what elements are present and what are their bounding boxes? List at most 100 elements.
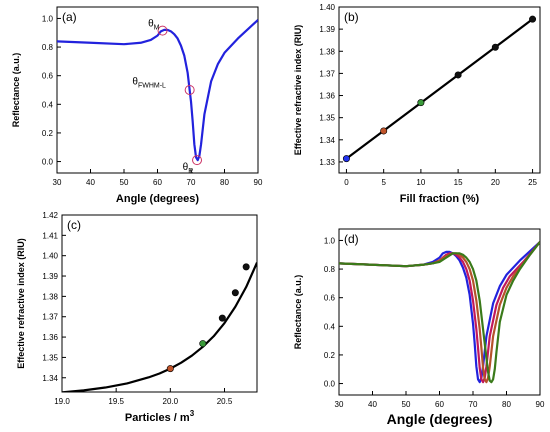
y-tick-label: 0.4 bbox=[42, 100, 54, 109]
data-point bbox=[199, 340, 207, 348]
data-point bbox=[417, 99, 425, 107]
annotation-label: θFWHM-L bbox=[132, 76, 166, 89]
annotation-symbol: θ bbox=[148, 18, 154, 29]
x-tick-label: 20.0 bbox=[163, 397, 179, 406]
x-tick-label: 70 bbox=[469, 400, 478, 409]
y-tick-label: 1.40 bbox=[319, 3, 335, 12]
plot-frame bbox=[338, 6, 541, 174]
y-tick-label: 1.35 bbox=[319, 114, 335, 123]
data-point bbox=[454, 71, 462, 79]
y-tick-label: 0.0 bbox=[324, 380, 336, 389]
x-tick-label: 80 bbox=[220, 178, 229, 187]
x-tick-label: 70 bbox=[187, 178, 196, 187]
y-tick-label: 1.36 bbox=[319, 92, 335, 101]
x-tick-label: 10 bbox=[416, 178, 425, 187]
x-tick-label: 80 bbox=[502, 400, 511, 409]
y-tick-label: 0.4 bbox=[324, 322, 336, 331]
data-point bbox=[218, 314, 226, 322]
y-axis-label: Effective refractive index (RIU) bbox=[293, 25, 303, 156]
marker-circle bbox=[184, 85, 195, 95]
x-axis-label: Particles / m3 bbox=[125, 409, 195, 424]
y-tick-label: 1.37 bbox=[42, 313, 58, 322]
annotation-subscript: M bbox=[154, 24, 160, 31]
x-axis-label-text: Fill fraction (%) bbox=[400, 193, 480, 205]
x-axis-label-text: Particles / m bbox=[125, 412, 190, 424]
x-axis-label-text: Angle (degrees) bbox=[387, 411, 493, 427]
y-tick-label: 1.39 bbox=[42, 272, 58, 281]
y-tick-label: 1.38 bbox=[42, 292, 58, 301]
x-tick-label: 20 bbox=[491, 178, 500, 187]
panel-a: 30 40 50 60 70 80 90 0.0 0.2 0.4 0.6 0.8 1.0 Angle (d… bbox=[11, 6, 263, 205]
y-tick-label: 1.41 bbox=[42, 231, 58, 240]
y-tick-label: 1.0 bbox=[324, 236, 336, 245]
y-tick-label: 0.2 bbox=[324, 351, 336, 360]
y-tick-label: 0.0 bbox=[42, 158, 54, 167]
x-axis-label: Angle (degrees) bbox=[116, 193, 199, 205]
marker-circle bbox=[157, 25, 168, 36]
annotation-label: θR bbox=[183, 162, 194, 175]
data-point bbox=[342, 155, 350, 163]
x-axis-label: Angle (degrees) bbox=[387, 411, 493, 427]
x-tick-label: 0 bbox=[344, 178, 349, 187]
y-tick-label: 1.39 bbox=[319, 25, 335, 34]
y-tick-label: 1.38 bbox=[319, 47, 335, 56]
x-axis-label-text: Angle (degrees) bbox=[116, 193, 199, 205]
y-tick-label: 1.40 bbox=[42, 252, 58, 261]
series-line-0 bbox=[57, 19, 258, 162]
annotation-symbol: θ bbox=[183, 162, 189, 173]
x-tick-label: 19.0 bbox=[54, 397, 70, 406]
x-axis-label-superscript: 3 bbox=[190, 409, 195, 418]
y-axis-label: Reflectance (a.u.) bbox=[293, 275, 303, 350]
data-point bbox=[491, 43, 499, 51]
y-tick-label: 1.36 bbox=[42, 333, 58, 342]
x-tick-label: 5 bbox=[381, 178, 386, 187]
y-axis-label: Reflectance (a.u.) bbox=[11, 53, 21, 128]
y-axis-label: Effective refractive index (RIU) bbox=[16, 238, 26, 369]
x-tick-label: 40 bbox=[86, 178, 95, 187]
annotation-subscript: FWHM-L bbox=[138, 82, 166, 89]
y-tick-label: 0.8 bbox=[42, 43, 54, 52]
panel-b: 0 5 10 15 20 25 1.33 1.34 1.35 1.36 1.37 1.38 1.39 1.… bbox=[293, 3, 541, 205]
y-tick-label: 1.35 bbox=[42, 353, 58, 362]
x-tick-label: 20.5 bbox=[217, 397, 233, 406]
y-tick-label: 0.6 bbox=[42, 72, 54, 81]
y-tick-label: 1.37 bbox=[319, 69, 335, 78]
plot-frame bbox=[338, 228, 541, 396]
x-tick-label: 30 bbox=[335, 400, 344, 409]
data-point bbox=[242, 263, 250, 271]
x-tick-label: 60 bbox=[435, 400, 444, 409]
data-point bbox=[380, 127, 388, 135]
y-tick-label: 0.2 bbox=[42, 129, 54, 138]
annotation-subscript: R bbox=[188, 168, 193, 175]
y-tick-label: 1.0 bbox=[42, 14, 54, 23]
panel-label: (a) bbox=[62, 10, 77, 24]
panel-d: 30 40 50 60 70 80 90 0.0 0.2 0.4 0.6 0.8 1.0 Angle (d… bbox=[293, 228, 545, 427]
y-tick-label: 1.33 bbox=[319, 158, 335, 167]
annotation-label: θM bbox=[148, 18, 160, 31]
x-tick-label: 50 bbox=[120, 178, 129, 187]
x-tick-label: 19.5 bbox=[108, 397, 124, 406]
y-tick-label: 1.42 bbox=[42, 211, 58, 220]
x-tick-label: 30 bbox=[53, 178, 62, 187]
y-tick-label: 0.8 bbox=[324, 265, 336, 274]
panel-label: (b) bbox=[344, 10, 359, 24]
x-tick-label: 15 bbox=[454, 178, 463, 187]
plot-frame bbox=[56, 6, 259, 174]
marker-circle bbox=[192, 155, 203, 166]
y-tick-label: 1.34 bbox=[319, 136, 335, 145]
x-axis-label: Fill fraction (%) bbox=[400, 193, 480, 205]
x-tick-label: 60 bbox=[153, 178, 162, 187]
data-point bbox=[529, 15, 537, 23]
annotation-symbol: θ bbox=[132, 76, 138, 87]
panel-c: 19.0 19.5 20.0 20.5 1.34 1.35 1.36 1.37 1.38 1.39… bbox=[16, 211, 258, 424]
y-tick-label: 0.6 bbox=[324, 294, 336, 303]
series-line-0 bbox=[345, 18, 534, 160]
series-line-0 bbox=[339, 241, 540, 384]
y-tick-label: 1.34 bbox=[42, 374, 58, 383]
x-tick-label: 90 bbox=[536, 400, 545, 409]
plot-frame bbox=[61, 214, 258, 393]
data-point bbox=[166, 365, 174, 373]
data-point bbox=[231, 289, 239, 297]
x-tick-label: 40 bbox=[368, 400, 377, 409]
